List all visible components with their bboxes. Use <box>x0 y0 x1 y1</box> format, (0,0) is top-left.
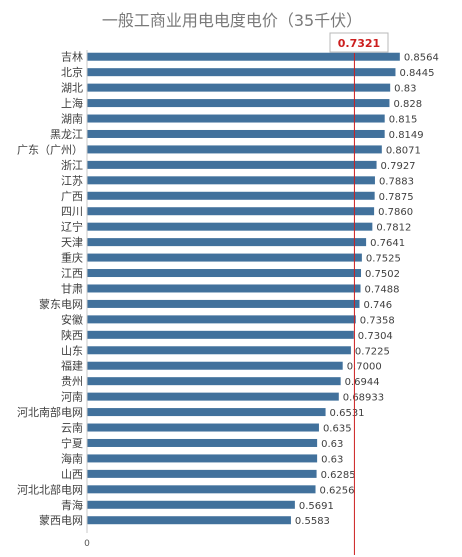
category-label: 四川 <box>61 205 83 218</box>
value-label: 0.6256 <box>320 485 355 496</box>
bar <box>87 99 390 108</box>
bar <box>87 68 396 77</box>
category-label: 河北南部电网 <box>17 405 83 419</box>
value-label: 0.828 <box>393 99 422 110</box>
bar <box>87 191 375 200</box>
bar <box>87 253 362 262</box>
value-label: 0.7525 <box>366 254 401 265</box>
category-label: 江苏 <box>61 174 83 187</box>
category-label: 宁夏 <box>61 436 83 450</box>
bar <box>87 377 341 386</box>
value-label: 0.7883 <box>379 176 414 187</box>
bar <box>87 114 385 123</box>
category-label: 蒙东电网 <box>39 298 83 311</box>
value-label: 0.6531 <box>330 408 365 419</box>
value-label: 0.8071 <box>386 145 421 156</box>
value-label: 0.7641 <box>370 238 405 249</box>
category-label: 湖北 <box>61 82 83 95</box>
bar-group: 吉林 0.8564 北京 0.8445 湖北 0.83 上海 0.828 湖南 0.815 黑龙江 0… <box>17 50 439 527</box>
category-label: 青海 <box>61 498 83 512</box>
category-label: 黑龙江 <box>50 128 83 141</box>
bar <box>87 176 375 185</box>
category-label: 湖南 <box>61 113 83 126</box>
category-label: 江西 <box>61 267 83 280</box>
bar <box>87 129 385 138</box>
category-label: 广东（广州） <box>17 143 83 156</box>
category-label: 甘肃 <box>61 282 83 295</box>
category-label: 广西 <box>61 190 83 203</box>
bar <box>87 330 354 339</box>
bar <box>87 284 361 293</box>
category-label: 福建 <box>61 359 83 373</box>
category-label: 安徽 <box>61 312 83 326</box>
reference-label-box <box>329 32 389 53</box>
bar <box>87 361 343 370</box>
category-label: 蒙西电网 <box>39 514 83 527</box>
chart-title: 一般工商业用电电度电价（35千伏） <box>102 11 362 30</box>
bar <box>87 222 373 231</box>
value-label: 0.746 <box>363 300 392 311</box>
bar <box>87 500 295 509</box>
bar <box>87 160 377 169</box>
category-label: 山西 <box>61 468 83 481</box>
value-label: 0.6285 <box>321 470 356 481</box>
bar <box>87 83 391 92</box>
category-label: 吉林 <box>61 50 83 64</box>
value-label: 0.7488 <box>365 284 400 295</box>
value-label: 0.8445 <box>399 68 434 79</box>
value-label: 0.7225 <box>355 346 390 357</box>
value-label: 0.815 <box>389 115 418 126</box>
value-label: 0.7358 <box>360 315 395 326</box>
category-label: 天津 <box>61 236 83 249</box>
bar <box>87 392 339 401</box>
bar <box>87 145 382 154</box>
bar <box>87 315 356 324</box>
value-label: 0.8564 <box>404 53 439 64</box>
value-label: 0.68933 <box>343 393 384 404</box>
category-label: 山东 <box>61 344 83 357</box>
value-label: 0.7927 <box>381 161 416 172</box>
category-label: 辽宁 <box>61 220 83 234</box>
bar <box>87 346 351 355</box>
value-label: 0.83 <box>394 84 416 95</box>
reference-label: 0.7321 <box>338 37 380 50</box>
value-label: 0.8149 <box>389 130 424 141</box>
category-label: 贵州 <box>61 375 83 388</box>
value-label: 0.7000 <box>347 362 382 373</box>
bar <box>87 469 317 478</box>
category-label: 河北北部电网 <box>17 482 83 496</box>
value-label: 0.63 <box>321 454 343 465</box>
value-label: 0.7860 <box>378 207 413 218</box>
value-label: 0.5583 <box>295 516 330 527</box>
bar <box>87 454 318 463</box>
value-label: 0.7875 <box>379 192 414 203</box>
category-label: 北京 <box>61 65 83 79</box>
value-label: 0.7304 <box>358 331 393 342</box>
category-label: 浙江 <box>61 159 83 172</box>
value-label: 0.635 <box>323 424 352 435</box>
x-tick-label: 0 <box>84 539 90 549</box>
bar <box>87 408 326 417</box>
bar <box>87 423 319 432</box>
value-label: 0.7812 <box>376 223 411 234</box>
bar <box>87 485 316 494</box>
bar <box>87 438 318 447</box>
category-label: 陕西 <box>61 328 83 342</box>
value-label: 0.5691 <box>299 501 334 512</box>
category-label: 云南 <box>61 422 83 435</box>
category-label: 重庆 <box>61 251 83 265</box>
bar <box>87 238 367 247</box>
bar <box>87 516 291 525</box>
category-label: 海南 <box>61 451 83 465</box>
value-label: 0.63 <box>321 439 343 450</box>
bar <box>87 207 375 216</box>
value-label: 0.7502 <box>365 269 400 280</box>
bar <box>87 52 400 61</box>
bar <box>87 269 362 278</box>
value-label: 0.6944 <box>345 377 380 388</box>
category-label: 河南 <box>61 391 83 404</box>
bar <box>87 299 360 308</box>
category-label: 上海 <box>61 96 83 110</box>
